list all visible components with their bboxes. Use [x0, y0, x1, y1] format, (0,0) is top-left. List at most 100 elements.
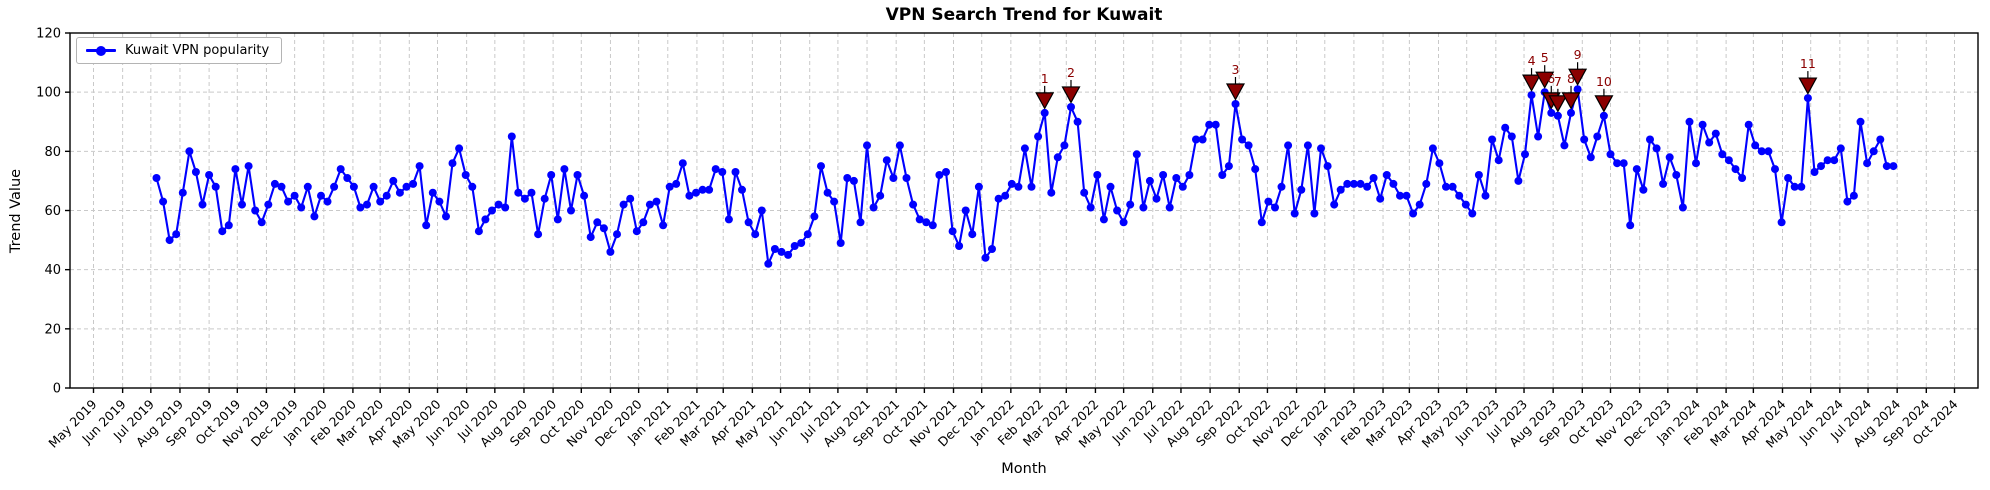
data-point [540, 194, 549, 203]
data-point [1218, 171, 1227, 179]
data-point [586, 233, 595, 242]
data-point [1724, 156, 1733, 165]
data-point [1790, 182, 1799, 191]
data-point [1402, 191, 1411, 200]
annotation-label: 11 [1800, 56, 1816, 71]
data-point [1113, 206, 1122, 215]
data-point [1323, 162, 1332, 171]
data-point [817, 162, 825, 171]
data-point [1692, 159, 1700, 168]
data-point [1751, 141, 1760, 150]
legend-line-marker-icon [86, 45, 116, 56]
data-point [659, 221, 668, 230]
annotation-triangle-icon [1061, 86, 1081, 104]
data-point [297, 203, 306, 212]
data-point [1435, 159, 1444, 168]
y-tick-label: 100 [36, 86, 61, 101]
data-point [902, 174, 911, 182]
data-point [211, 182, 220, 191]
data-point [692, 188, 700, 197]
y-tick-label: 120 [36, 27, 61, 42]
data-point [1665, 153, 1674, 162]
data-point [1718, 150, 1727, 159]
data-point [1303, 141, 1312, 150]
data-point [191, 168, 200, 176]
data-point [698, 185, 707, 194]
data-point [1593, 132, 1602, 141]
data-point [1553, 111, 1562, 120]
data-point [1086, 203, 1095, 212]
data-point [1382, 171, 1391, 179]
data-point [1573, 85, 1582, 94]
annotation-label: 6 [1547, 71, 1555, 86]
data-point [1764, 147, 1773, 156]
y-tick-label: 40 [44, 263, 61, 278]
annotation-label: 5 [1541, 50, 1549, 65]
data-point [567, 206, 575, 215]
data-point [961, 206, 970, 215]
data-point [317, 191, 325, 200]
data-point [942, 168, 950, 176]
chart-title: VPN Search Trend for Kuwait [885, 5, 1163, 25]
data-point [1310, 209, 1319, 218]
data-point [547, 171, 556, 179]
data-point [1580, 135, 1589, 144]
data-point [1099, 215, 1108, 224]
data-point [284, 197, 293, 206]
data-point [415, 162, 424, 171]
data-point [889, 174, 898, 182]
data-point [448, 159, 457, 168]
data-point [1461, 200, 1470, 209]
data-point [1481, 191, 1490, 200]
data-point [1494, 156, 1503, 165]
data-point [1856, 117, 1865, 126]
data-point [1271, 203, 1279, 212]
data-point [1678, 203, 1687, 212]
data-point [330, 182, 339, 191]
data-point [678, 159, 687, 168]
data-point [1869, 147, 1878, 156]
y-tick-label: 80 [44, 145, 61, 160]
data-point [1376, 194, 1385, 203]
data-point [1152, 194, 1161, 203]
annotation-triangle-icon [1535, 71, 1555, 89]
data-point [1606, 150, 1615, 159]
annotation-label: 1 [1041, 71, 1049, 86]
annotation-triangle-icon [1225, 83, 1245, 101]
data-point [376, 197, 385, 206]
data-point [349, 182, 358, 191]
data-point [461, 171, 470, 179]
data-point [1106, 182, 1115, 191]
data-point [1599, 111, 1608, 120]
data-point [1428, 144, 1437, 153]
data-point [218, 227, 227, 236]
data-point [1613, 159, 1622, 168]
data-point [1784, 174, 1793, 182]
data-point [718, 168, 727, 176]
data-point [1336, 185, 1345, 194]
data-point [534, 230, 543, 239]
data-point [948, 227, 957, 236]
data-point [619, 200, 628, 209]
data-point [1567, 108, 1575, 117]
data-point [1244, 141, 1253, 150]
data-point [264, 200, 273, 209]
data-point [790, 242, 799, 250]
data-point [882, 156, 891, 165]
data-point [895, 141, 904, 150]
data-point [1849, 191, 1858, 200]
data-point [909, 200, 918, 209]
data-point [501, 203, 510, 212]
data-point [1172, 174, 1181, 182]
data-point [797, 239, 806, 247]
annotation-triangle-icon [1594, 95, 1614, 113]
data-point [1080, 188, 1089, 197]
data-point [442, 212, 450, 221]
data-point [468, 182, 477, 191]
annotation-triangle-icon [1568, 68, 1588, 86]
data-point [159, 197, 168, 206]
data-point [323, 197, 332, 206]
annotation-triangle-icon [1561, 92, 1581, 110]
data-point [665, 182, 674, 191]
data-point [1744, 120, 1753, 129]
